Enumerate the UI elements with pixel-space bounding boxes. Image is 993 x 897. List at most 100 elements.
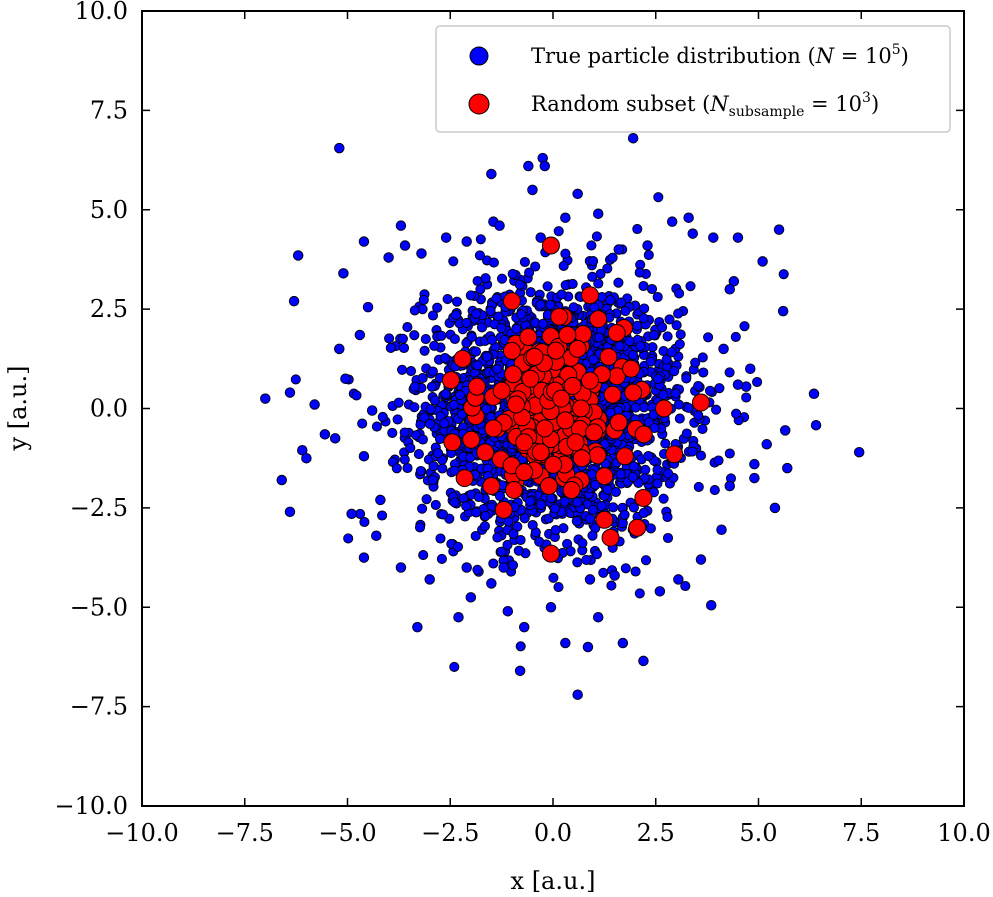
- cloud-point: [399, 427, 410, 438]
- subset-point: [552, 389, 571, 408]
- cloud-point: [530, 261, 541, 272]
- cloud-point: [434, 433, 446, 445]
- cloud-point: [591, 231, 602, 242]
- true-point: [654, 586, 666, 597]
- series-true-distribution: [260, 132, 865, 700]
- cloud-point: [450, 309, 461, 321]
- cloud-point: [639, 303, 650, 314]
- cloud-point: [524, 267, 535, 278]
- true-point: [301, 452, 312, 464]
- cloud-point: [488, 257, 499, 268]
- true-point: [718, 343, 729, 355]
- true-point: [502, 605, 514, 617]
- cloud-point: [424, 418, 435, 429]
- subset-point: [601, 528, 620, 547]
- true-point: [582, 641, 594, 653]
- cloud-point: [409, 381, 420, 392]
- cloud-point: [739, 321, 750, 332]
- true-point: [440, 232, 452, 243]
- true-point: [609, 570, 620, 581]
- cloud-point: [397, 364, 408, 375]
- true-point: [494, 220, 505, 231]
- y-tick-label: 2.5: [90, 295, 128, 323]
- cloud-point: [343, 533, 354, 544]
- subset-point: [562, 480, 581, 499]
- cloud-point: [461, 317, 472, 328]
- cloud-point: [643, 249, 654, 261]
- cloud-point: [542, 281, 553, 292]
- cloud-point: [436, 330, 447, 341]
- cloud-point: [680, 580, 691, 592]
- x-tick-label: 5.0: [739, 819, 777, 847]
- true-point: [292, 250, 304, 261]
- subset-point: [624, 383, 643, 402]
- subset-point: [609, 413, 628, 432]
- cloud-point: [357, 418, 368, 429]
- subset-point: [556, 411, 575, 430]
- cloud-point: [632, 223, 643, 235]
- true-point: [375, 494, 386, 506]
- cloud-point: [519, 513, 530, 524]
- cloud-point: [545, 299, 556, 310]
- y-tick-label: 0.0: [90, 395, 128, 423]
- cloud-point: [670, 388, 681, 399]
- cloud-point: [405, 442, 416, 454]
- true-point: [354, 329, 366, 341]
- cloud-point: [602, 263, 613, 274]
- true-point: [695, 554, 707, 565]
- true-point: [716, 524, 727, 535]
- true-point: [613, 244, 625, 255]
- cloud-point: [427, 366, 438, 377]
- legend-box: [435, 25, 951, 133]
- cloud-point: [704, 385, 716, 396]
- subset-core-point: [588, 446, 607, 465]
- true-point: [683, 212, 694, 223]
- cloud-point: [587, 530, 598, 541]
- cloud-point: [614, 341, 625, 352]
- cloud-point: [485, 305, 496, 316]
- cloud-point: [638, 402, 650, 413]
- cloud-point: [653, 373, 664, 384]
- cloud-point: [429, 340, 440, 351]
- y-tick-label: 5.0: [90, 196, 128, 224]
- true-point: [424, 574, 435, 585]
- cloud-point: [474, 250, 485, 261]
- cloud-point: [671, 320, 682, 331]
- cloud-point: [480, 273, 491, 284]
- cloud-point: [619, 509, 630, 520]
- true-point: [777, 305, 789, 317]
- subset-core-point: [504, 365, 523, 384]
- true-point: [592, 208, 604, 219]
- subset-point: [589, 310, 608, 329]
- cloud-point: [615, 469, 626, 480]
- cloud-point: [606, 580, 617, 591]
- cloud-point: [481, 404, 492, 415]
- cloud-point: [690, 357, 701, 368]
- cloud-point: [514, 279, 525, 290]
- true-point: [498, 562, 509, 573]
- cloud-point: [577, 538, 588, 549]
- true-point: [329, 433, 341, 444]
- cloud-point: [697, 423, 708, 435]
- true-point: [309, 399, 320, 410]
- cloud-point: [660, 438, 671, 449]
- subset-point: [634, 488, 653, 507]
- cloud-point: [549, 503, 561, 514]
- legend-marker-true: [469, 46, 489, 66]
- true-point: [383, 252, 394, 263]
- true-point: [399, 240, 411, 251]
- cloud-point: [713, 455, 724, 466]
- cloud-point: [662, 331, 673, 342]
- cloud-point: [558, 260, 569, 271]
- cloud-point: [657, 322, 668, 333]
- true-point: [412, 621, 423, 633]
- x-tick-label: −10.0: [105, 819, 179, 847]
- true-point: [853, 446, 865, 458]
- cloud-point: [537, 318, 549, 329]
- subset-point: [507, 395, 526, 414]
- cloud-point: [430, 499, 441, 510]
- true-point: [284, 506, 296, 518]
- cloud-point: [553, 226, 564, 237]
- cloud-point: [695, 450, 707, 461]
- cloud-point: [536, 499, 547, 510]
